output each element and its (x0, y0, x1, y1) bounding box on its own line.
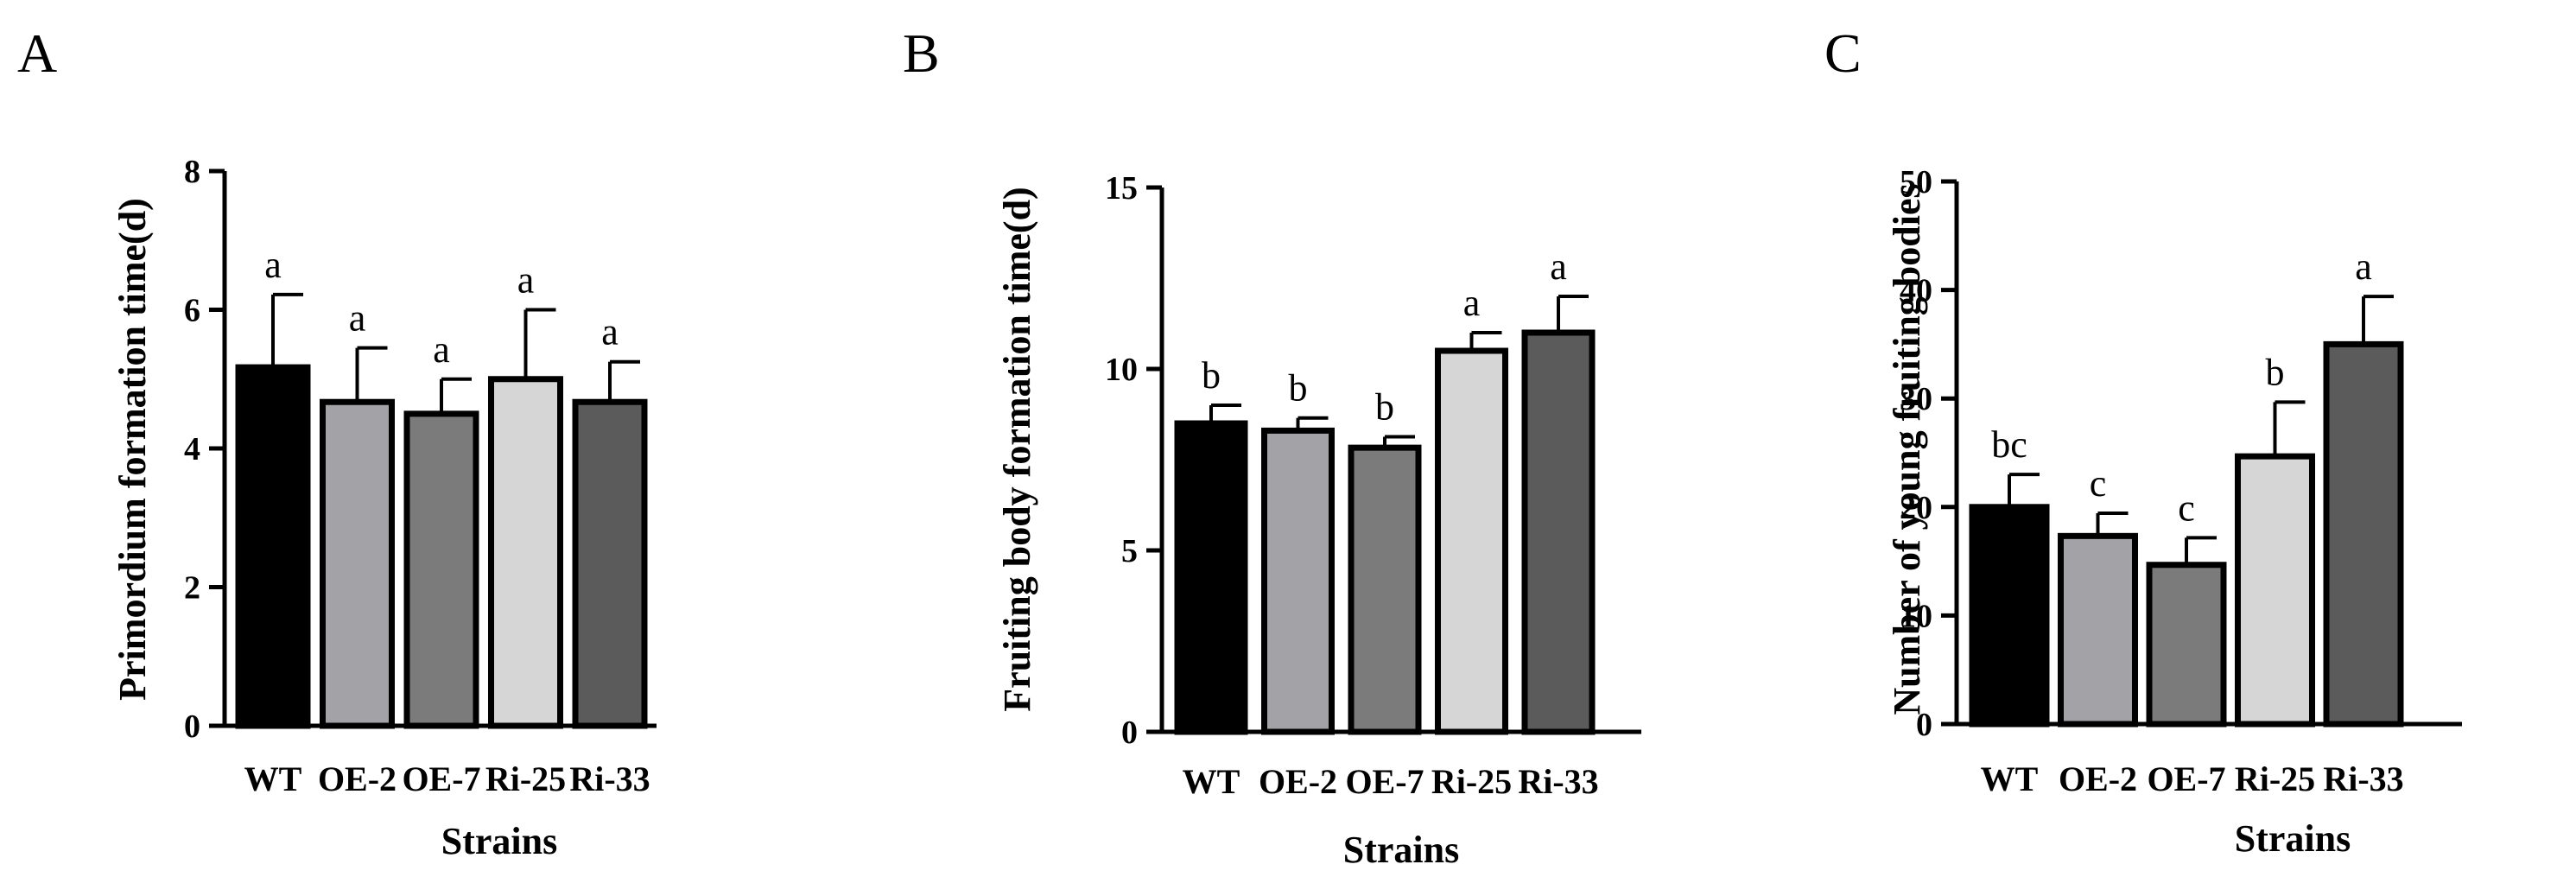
y-axis-title: Number of young fruiting bodies (1886, 183, 1928, 715)
y-axis-title: Primordium formation time(d) (111, 198, 154, 701)
bar-ri-25 (488, 376, 563, 729)
significance-label: a (264, 244, 282, 286)
significance-label: b (1202, 354, 1221, 397)
bar-oe-7 (1348, 444, 1422, 735)
significance-label: b (1289, 367, 1308, 410)
panel-b: Bb WT b OE-2 b OE-7 a Ri-25 a Ri-33 0 5 10 15 Strains F… (903, 22, 1641, 871)
significance-label: bc (1991, 423, 2027, 466)
category-label: OE-7 (1345, 762, 1424, 801)
bar-oe-2 (1261, 427, 1335, 735)
bar-ri-25 (1435, 347, 1508, 735)
category-label: Ri-25 (2235, 759, 2315, 798)
category-label: OE-7 (2147, 759, 2225, 798)
y-tick-label: 20 (1900, 490, 1932, 526)
category-label: Ri-25 (485, 759, 566, 798)
bar-ri-33 (1521, 329, 1596, 735)
significance-label: a (1550, 245, 1567, 288)
significance-label: a (349, 297, 366, 340)
significance-label: c (2090, 462, 2107, 505)
x-axis-title: Strains (441, 820, 557, 862)
bar-ri-25 (2235, 453, 2315, 728)
panel-letter: B (903, 22, 940, 84)
y-tick-label: 50 (1900, 164, 1932, 200)
category-label: OE-7 (402, 759, 480, 798)
y-tick-label: 2 (184, 570, 200, 607)
category-label: Ri-33 (2323, 759, 2403, 798)
y-tick-label: 5 (1121, 533, 1138, 569)
significance-label: c (2178, 486, 2195, 529)
x-axis-title: Strains (1343, 829, 1459, 871)
y-tick-label: 8 (184, 154, 200, 190)
panel-a: Aa WT a OE-2 a OE-7 a Ri-25 a Ri-33 0 2 4 6 8 Strains Pr… (17, 22, 657, 862)
significance-label: a (601, 311, 619, 353)
bar-oe-2 (320, 398, 395, 729)
y-tick-label: 10 (1105, 352, 1138, 388)
bar-wt (235, 364, 311, 729)
y-tick-label: 0 (184, 709, 200, 745)
bar-ri-33 (572, 398, 648, 729)
category-label: Ri-33 (569, 759, 650, 798)
bar-oe-7 (403, 410, 479, 729)
significance-label: a (433, 328, 450, 371)
bar-oe-2 (2058, 532, 2138, 728)
y-tick-label: 6 (184, 293, 200, 329)
y-tick-label: 30 (1900, 381, 1932, 417)
bar-wt (1174, 420, 1248, 735)
category-label: WT (244, 759, 302, 798)
panel-letter: C (1824, 22, 1862, 84)
bar-wt (1969, 504, 2050, 728)
category-label: Ri-33 (1518, 762, 1598, 801)
panel-c: Cbc WT c OE-2 c OE-7 b Ri-25 a Ri-33 0 10 20 30 40 50 St… (1824, 22, 2462, 860)
y-tick-label: 0 (1121, 715, 1138, 751)
y-axis-title: Fruiting body formation time(d) (996, 187, 1038, 711)
category-label: OE-2 (318, 759, 397, 798)
y-tick-label: 0 (1916, 707, 1932, 743)
category-label: WT (1183, 762, 1240, 801)
category-label: Ri-25 (1431, 762, 1512, 801)
bar-oe-7 (2146, 562, 2227, 728)
y-tick-label: 40 (1900, 273, 1932, 309)
x-axis-title: Strains (2235, 817, 2351, 860)
category-label: OE-2 (1259, 762, 1337, 801)
y-tick-label: 4 (184, 431, 200, 467)
significance-label: a (1463, 282, 1481, 324)
category-label: OE-2 (2059, 759, 2137, 798)
significance-label: b (1375, 386, 1394, 429)
significance-label: a (517, 259, 535, 302)
category-label: WT (1981, 759, 2039, 798)
y-tick-label: 15 (1105, 170, 1138, 207)
panel-letter: A (17, 22, 57, 84)
significance-label: a (2355, 245, 2372, 288)
significance-label: b (2266, 351, 2285, 393)
bar-ri-33 (2323, 340, 2404, 728)
y-tick-label: 10 (1900, 598, 1932, 634)
